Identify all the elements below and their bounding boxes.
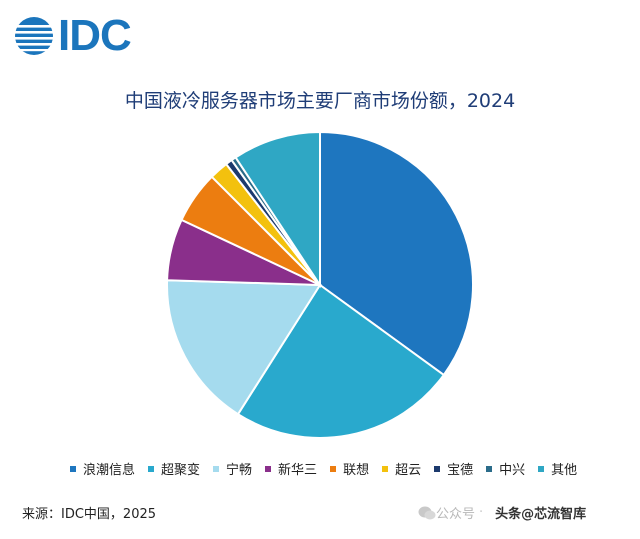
watermark-dot: ·	[479, 505, 484, 520]
legend-swatch	[382, 465, 389, 472]
chart-legend: 浪潮信息 超聚变 宁畅 新华三 联想 超云 宝德 中兴 其他	[70, 459, 630, 478]
chart-title: 中国液冷服务器市场主要厂商市场份额，2024	[124, 90, 516, 112]
legend-item: 超云	[382, 459, 421, 478]
legend-label: 联想	[343, 463, 370, 478]
pie-slice-3	[166, 279, 322, 416]
source-note: 来源：IDC中国，2025	[22, 507, 157, 522]
wechat-icon	[418, 506, 436, 519]
pie-slice-1	[319, 130, 474, 377]
legend-swatch	[148, 465, 155, 472]
legend-label: 宝德	[447, 463, 474, 478]
watermark-prefix: 公众号	[436, 507, 476, 522]
globe-icon	[14, 17, 54, 55]
logo-text: IDC	[58, 11, 132, 60]
pie-slice-9	[234, 130, 321, 289]
legend-swatch	[265, 465, 272, 472]
legend-swatch	[70, 465, 76, 472]
legend-item: 中兴	[486, 459, 525, 478]
legend-item: 宁畅	[213, 459, 252, 478]
legend-swatch	[538, 465, 545, 472]
watermark: 公众号 · 头条@芯流智库	[418, 503, 586, 522]
legend-item: 新华三	[265, 459, 317, 478]
legend-item: 其他	[538, 459, 577, 478]
legend-label: 浪潮信息	[83, 463, 136, 478]
legend-label: 新华三	[278, 463, 318, 478]
legend-item: 超聚变	[148, 459, 200, 478]
watermark-name: 头条@芯流智库	[495, 507, 587, 522]
idc-logo: IDC	[14, 11, 132, 60]
legend-item: 联想	[330, 459, 369, 478]
legend-label: 宁畅	[226, 463, 253, 478]
legend-swatch	[330, 465, 337, 472]
legend-label: 中兴	[499, 463, 526, 478]
legend-swatch	[486, 465, 493, 472]
pie-slice-2	[236, 283, 446, 439]
legend-swatch	[213, 465, 220, 472]
legend-label: 超聚变	[161, 463, 201, 478]
legend-label: 超云	[395, 463, 422, 478]
legend-item: 宝德	[434, 459, 473, 478]
legend-label: 其他	[551, 463, 578, 478]
legend-item: 浪潮信息	[70, 459, 135, 478]
legend-swatch	[434, 465, 441, 472]
